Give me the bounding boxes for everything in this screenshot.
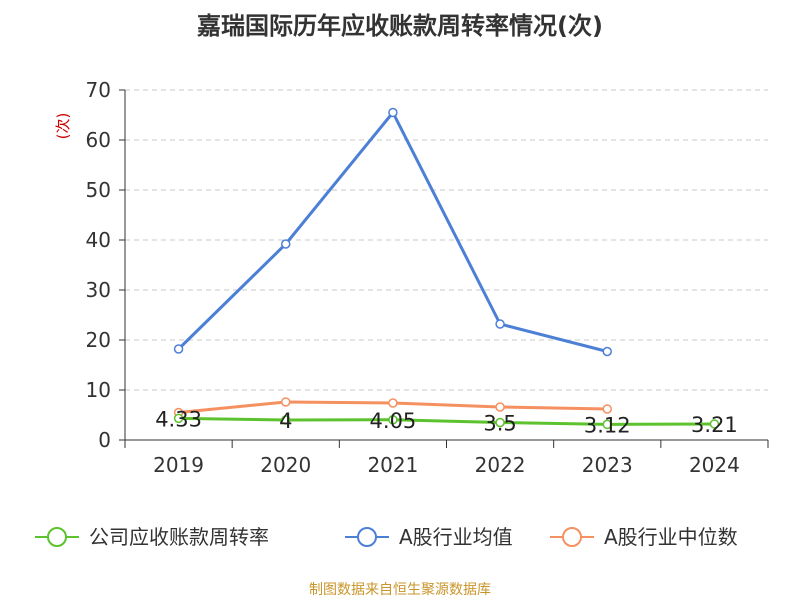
data-point — [602, 404, 612, 414]
data-point — [388, 398, 398, 408]
y-tick-label: 10 — [86, 378, 111, 402]
legend-label: A股行业均值 — [399, 525, 513, 549]
x-tick-label: 2020 — [260, 453, 311, 477]
axes: 0 10 20 30 40 50 60 70 2019 2020 2021 2022 2023 2024 — [86, 78, 769, 477]
chart-title: 嘉瑞国际历年应收账款周转率情况(次) — [197, 12, 603, 40]
legend-item-1[interactable]: A股行业均值 — [345, 525, 513, 549]
legend-marker-icon — [357, 527, 377, 547]
y-tick-label: 50 — [86, 178, 111, 202]
y-tick-label: 40 — [86, 228, 111, 252]
data-point — [709, 419, 720, 429]
legend-marker-icon — [562, 527, 582, 547]
x-tick-label: 2024 — [689, 453, 740, 477]
x-tick-label: 2023 — [582, 453, 633, 477]
legend-label: A股行业中位数 — [604, 525, 738, 549]
grid-lines — [125, 89, 768, 391]
x-tick-label: 2021 — [367, 453, 418, 477]
data-point — [495, 417, 505, 428]
data-label: 4.33 — [155, 407, 202, 431]
data-point — [388, 107, 398, 118]
data-point — [495, 402, 505, 412]
data-point — [602, 419, 612, 430]
data-point — [495, 319, 505, 329]
series-line-1 — [177, 111, 608, 353]
data-point — [173, 413, 184, 424]
series-line-0 — [178, 416, 715, 426]
data-point — [173, 344, 184, 354]
data-point — [281, 239, 291, 249]
data-label: 3.21 — [691, 413, 738, 437]
data-label: 3.12 — [584, 413, 631, 437]
y-tick-label: 70 — [86, 78, 111, 102]
x-tick-label: 2019 — [153, 453, 204, 477]
y-tick-label: 60 — [86, 128, 111, 152]
legend-item-0[interactable]: 公司应收账款周转率 — [35, 525, 269, 549]
legend-item-2[interactable]: A股行业中位数 — [550, 525, 738, 549]
legend-marker-icon — [47, 527, 67, 547]
data-label: 4 — [279, 409, 292, 433]
data-point — [281, 397, 291, 407]
data-label: 3.5 — [483, 412, 516, 436]
source-note: 制图数据来自恒生聚源数据库 — [309, 582, 491, 598]
legend[interactable]: 公司应收账款周转率 A股行业均值 A股行业中位数 — [35, 525, 738, 549]
legend-label: 公司应收账款周转率 — [89, 525, 269, 549]
data-label: 4.05 — [370, 409, 417, 433]
x-tick-label: 2022 — [475, 453, 526, 477]
data-labels: 4.33 4 4.05 3.5 3.12 3.21 — [155, 407, 738, 437]
series-lines — [173, 107, 720, 430]
data-point — [602, 346, 612, 357]
data-point — [388, 415, 398, 425]
y-tick-label: 20 — [86, 328, 111, 352]
y-tick-label: 0 — [98, 428, 111, 452]
y-axis-unit-label: (次) — [54, 113, 72, 140]
y-tick-label: 30 — [86, 278, 111, 302]
data-point — [281, 415, 291, 425]
